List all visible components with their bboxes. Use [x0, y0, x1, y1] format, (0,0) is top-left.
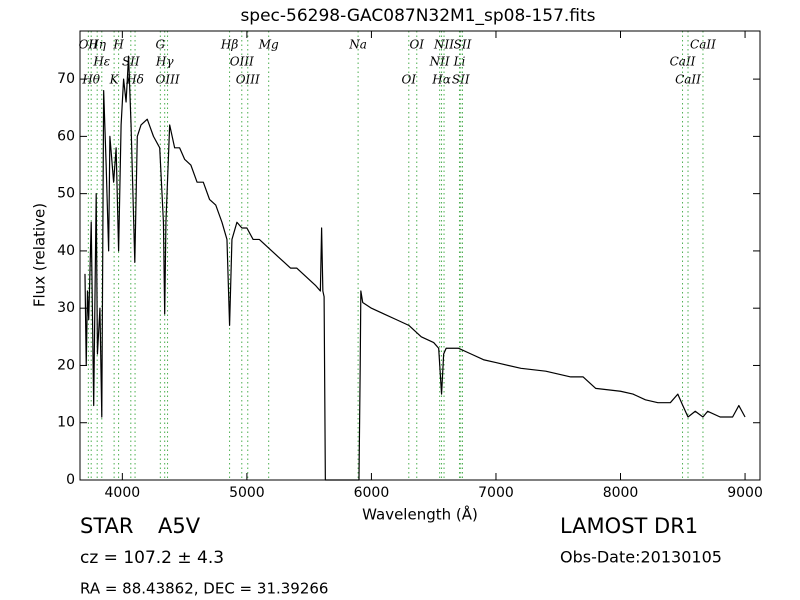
- spectral-line-label: Hθ: [81, 73, 100, 87]
- spectral-line-label: OI: [402, 73, 417, 87]
- x-axis-label: Wavelength (Å): [362, 505, 478, 524]
- spectral-line-label: Li: [453, 55, 466, 69]
- plot-frame: [79, 30, 761, 481]
- spectral-line-label: Hα: [431, 73, 451, 87]
- coordinates: RA = 88.43862, DEC = 31.39266: [80, 580, 328, 598]
- spectral-line-label: SII: [122, 55, 140, 69]
- spectral-line-label: CaII: [690, 38, 716, 52]
- x-tick-label: 5000: [229, 485, 265, 501]
- spectral-line-label: OIII: [230, 55, 254, 69]
- spectral-line-label: SII: [452, 73, 470, 87]
- y-tick-label: 10: [57, 415, 75, 431]
- x-tick-label: 7000: [478, 485, 514, 501]
- spectrum-line: [84, 55, 746, 481]
- object-class: STAR: [80, 514, 133, 538]
- chart-title: spec-56298-GAC087N32M1_sp08-157.fits: [240, 6, 595, 26]
- spectral-line-label: CaII: [675, 73, 701, 87]
- obs-date: Obs-Date:20130105: [560, 548, 722, 567]
- y-tick-label: 60: [57, 128, 75, 144]
- redshift: cz = 107.2 ± 4.3: [80, 548, 224, 568]
- spectral-line-label: CaII: [670, 55, 696, 69]
- spectral-line-label: SII: [454, 38, 472, 52]
- x-tick-label: 6000: [354, 485, 390, 501]
- spectral-line-label: OIII: [236, 73, 260, 87]
- spectral-line-label: NII: [429, 55, 450, 69]
- y-tick-label: 40: [57, 243, 75, 259]
- x-tick-label: 9000: [727, 485, 763, 501]
- survey: LAMOST DR1: [560, 514, 698, 538]
- y-tick-label: 50: [57, 186, 75, 202]
- y-tick-label: 20: [57, 357, 75, 373]
- x-tick-label: 4000: [105, 485, 141, 501]
- spectral-line-label: H: [112, 38, 124, 52]
- spectral-line-label: OI: [409, 38, 424, 52]
- y-tick-label: 0: [66, 472, 75, 488]
- y-axis-label: Flux (relative): [31, 203, 49, 307]
- y-tick-label: 70: [57, 71, 75, 87]
- spectral-line-label: G: [156, 38, 166, 52]
- y-tick-label: 30: [57, 300, 75, 316]
- spectral-line-label: Na: [348, 38, 367, 52]
- spectral-line-label: Hβ: [220, 38, 238, 52]
- object-subclass: A5V: [158, 514, 201, 538]
- spectral-line-label: OII: [79, 38, 99, 52]
- spectral-line-label: Hε: [92, 55, 110, 69]
- spectral-line-label: OIII: [156, 73, 180, 87]
- spectral-line-label: K: [109, 73, 120, 87]
- x-tick-label: 8000: [603, 485, 639, 501]
- spectral-line-label: Hη: [87, 38, 106, 52]
- spectral-line-label: Mg: [258, 38, 279, 52]
- spectral-line-label: Hγ: [155, 55, 174, 69]
- spectral-line-label: NII: [433, 38, 454, 52]
